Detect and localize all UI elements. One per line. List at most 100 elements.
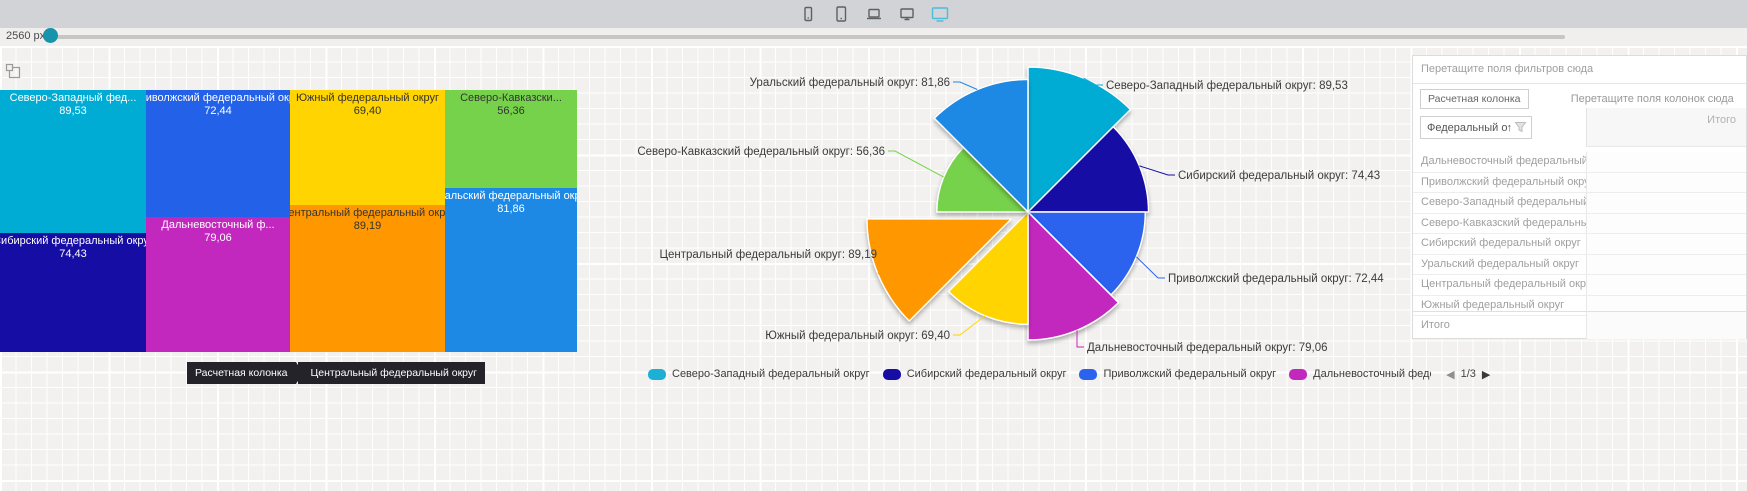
device-preview-toolbar (0, 0, 1747, 28)
width-slider-track[interactable] (57, 35, 1565, 39)
pivot-row[interactable]: Южный федеральный округ (1413, 295, 1746, 316)
hover-tooltip-breadcrumb: Расчетная колонка Центральный федеральны… (187, 362, 485, 384)
legend-item[interactable]: Сибирский федеральный округ (882, 368, 1067, 380)
widget-selection-icon[interactable] (4, 62, 22, 80)
pivot-filters-dropzone[interactable]: Перетащите поля фильтров сюда (1413, 56, 1746, 84)
pie-slice[interactable] (933, 78, 1029, 213)
treemap-cell[interactable]: Северо-Кавказски... 56,36 (445, 90, 577, 188)
row-field-selector[interactable]: Федеральный округ ↑ (1420, 116, 1532, 139)
pie-label-leader (953, 81, 978, 90)
pie-slice[interactable] (947, 211, 1029, 326)
treemap-cell[interactable]: Южный федеральный округ 69,40 (290, 90, 445, 205)
pivot-row[interactable]: Приволжский федеральный округ (1413, 172, 1746, 193)
sort-ascending-icon[interactable]: ↑ (1506, 121, 1513, 134)
page-width-control: 2560 px (0, 28, 1747, 47)
pie-slice[interactable] (1027, 211, 1120, 341)
treemap-cell-value: 74,43 (59, 248, 87, 260)
pivot-row-label: Северо-Западный федеральный округ (1421, 196, 1586, 208)
pivot-row[interactable]: Дальневосточный федеральный округ (1413, 152, 1746, 173)
pie-label-leader (1083, 77, 1103, 86)
pivot-columns-dropzone[interactable]: Перетащите поля колонок сюда (1570, 92, 1734, 105)
pivot-row[interactable]: Уральский федеральный округ (1413, 254, 1746, 275)
treemap-cell-label: Центральный федеральный округ (290, 207, 445, 219)
measure-chip[interactable]: Расчетная колонка (1420, 88, 1529, 109)
monitor-large-icon[interactable] (930, 4, 950, 24)
treemap-cell[interactable]: Дальневосточный ф... 79,06 (146, 217, 290, 352)
treemap-cell-value: 89,53 (59, 105, 87, 117)
total-column-header: Итого (1586, 108, 1746, 147)
treemap-cell-value: 81,86 (497, 203, 525, 215)
treemap-cell[interactable]: Центральный федеральный округ89,19 (290, 205, 445, 352)
tablet-icon[interactable] (831, 4, 851, 24)
legend-swatch (1289, 368, 1308, 380)
pie-slice-label: Дальневосточный федеральный округ: 79,06 (1087, 342, 1328, 354)
total-row-cell (1586, 312, 1746, 339)
pie-slice-label: Северо-Кавказский федеральный округ: 56,… (637, 146, 885, 158)
desktop-icon[interactable] (897, 4, 917, 24)
legend-swatch (1079, 368, 1098, 380)
pivot-row[interactable]: Центральный федеральный округ (1413, 275, 1746, 296)
pie-slice[interactable] (1027, 66, 1132, 213)
legend-prev-icon[interactable]: ◀ (1446, 368, 1455, 381)
treemap-cell[interactable]: Приволжский федеральный округ72,44 (146, 90, 290, 217)
pie-slice-label: Сибирский федеральный округ: 74,43 (1178, 170, 1380, 182)
pie-slice-label: Уральский федеральный округ: 81,86 (750, 77, 950, 89)
width-slider-handle[interactable] (43, 28, 58, 43)
treemap-cell-label: Южный федеральный округ (295, 92, 440, 104)
treemap-cell[interactable]: Северо-Западный фед... 89,53 (0, 90, 146, 233)
legend-item[interactable]: Северо-Западный федеральный округ (648, 368, 870, 380)
treemap-widget: Северо-Западный фед... 89,53 Сибирский фед… (0, 90, 577, 352)
pivot-row-label: Южный федеральный округ (1421, 298, 1565, 311)
legend-label: Дальневосточный федеральный округ (1313, 368, 1431, 380)
legend-label: Приволжский федеральный округ (1103, 368, 1277, 380)
laptop-icon[interactable] (864, 4, 884, 24)
pivot-row-cell (1586, 172, 1746, 192)
legend-next-icon[interactable]: ▶ (1481, 368, 1491, 381)
pivot-row-label: Сибирский федеральный округ (1421, 237, 1581, 249)
treemap-cell-value: 56,36 (497, 105, 525, 117)
legend-label: Сибирский федеральный округ (906, 368, 1067, 380)
pivot-header-row: Расчетная колонка Перетащите поля колоно… (1413, 84, 1746, 113)
dashboard-canvas[interactable]: Северо-Западный фед... 89,53 Сибирский фед… (0, 46, 1747, 491)
legend-swatch (882, 368, 901, 380)
treemap-cell-label: Северо-Западный фед... (9, 92, 137, 104)
pivot-rows: Дальневосточный федеральный округ Приволж… (1413, 152, 1746, 316)
pivot-row-cell (1586, 275, 1746, 295)
pivot-row-cell (1586, 295, 1746, 315)
treemap-cell[interactable]: Уральский федеральный округ81,86 (445, 188, 577, 352)
treemap-cell[interactable]: Сибирский федеральный округ 74,43 (0, 233, 146, 352)
smartphone-icon[interactable] (798, 4, 818, 24)
pivot-row[interactable]: Северо-Западный федеральный округ (1413, 193, 1746, 214)
pie-legend: Северо-Западный федеральный округ Сибирск… (648, 363, 1490, 385)
treemap-cell-value: 72,44 (204, 105, 232, 117)
legend-items: Северо-Западный федеральный округ Сибирск… (648, 368, 1444, 380)
pivot-row-cell (1586, 234, 1746, 254)
pivot-row[interactable]: Северо-Кавказский федеральный округ (1413, 213, 1746, 234)
pivot-row-label: Северо-Кавказский федеральный округ (1421, 216, 1586, 229)
pivot-row-cell (1586, 254, 1746, 274)
pivot-row-label: Дальневосточный федеральный округ (1421, 155, 1586, 167)
pie-slice[interactable] (1027, 126, 1150, 213)
pivot-row-cell (1586, 152, 1746, 172)
pivot-row-cell (1586, 193, 1746, 213)
pivot-row-cell (1586, 213, 1746, 233)
treemap-cell-value: 79,06 (204, 232, 232, 244)
pivot-row[interactable]: Сибирский федеральный округ (1413, 234, 1746, 255)
page-width-label: 2560 px (6, 30, 46, 42)
pie-slice[interactable] (1027, 211, 1147, 296)
row-field-label: Федеральный округ (1427, 121, 1507, 134)
total-row-label: Итого (1421, 319, 1450, 331)
pivot-row-label: Центральный федеральный округ (1421, 278, 1586, 290)
treemap-cell-label: Дальневосточный ф... (161, 219, 275, 231)
legend-item[interactable]: Дальневосточный федеральный округ (1289, 368, 1431, 380)
tooltip-measure: Расчетная колонка (187, 362, 303, 384)
treemap-cell-value: 89,19 (353, 220, 382, 232)
pie-label-leader (1076, 330, 1084, 348)
legend-label: Северо-Западный федеральный округ (672, 368, 870, 380)
pie-label-leader (877, 253, 888, 275)
legend-item[interactable]: Приволжский федеральный округ (1079, 368, 1276, 380)
pivot-row-label: Уральский федеральный округ (1421, 257, 1580, 270)
filter-funnel-icon[interactable] (1514, 121, 1527, 134)
legend-pager: ◀ 1/3 ▶ (1446, 368, 1490, 381)
